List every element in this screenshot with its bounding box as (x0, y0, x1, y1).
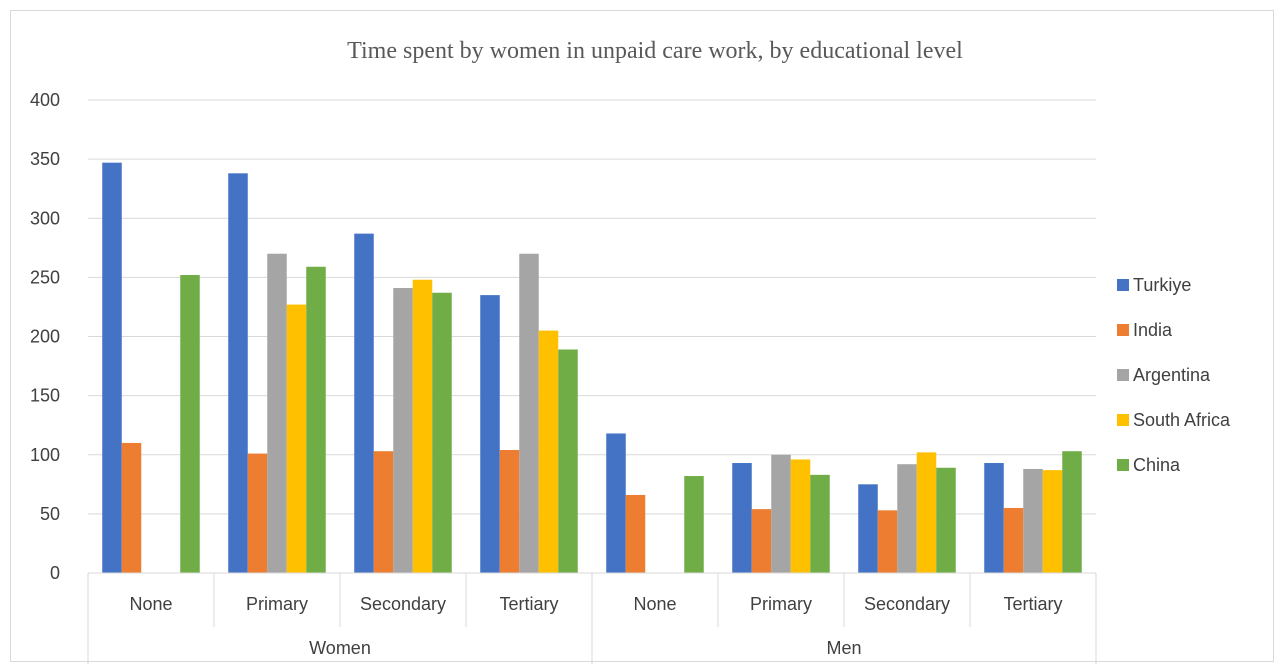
bar-india (247, 453, 268, 573)
x-tick-label: Primary (246, 594, 308, 614)
legend-label: Argentina (1133, 365, 1211, 385)
bar-china (1062, 451, 1082, 573)
bar-south-africa (286, 304, 307, 573)
y-tick-label: 300 (30, 208, 60, 228)
bar-turkiye (480, 295, 500, 573)
x-tick-label: None (633, 594, 676, 614)
y-tick-label: 150 (30, 386, 60, 406)
legend-swatch (1117, 279, 1129, 291)
bars (102, 162, 1082, 574)
bar-south-africa (790, 459, 811, 573)
bar-china (432, 292, 452, 573)
legend-swatch (1117, 459, 1129, 471)
bar-turkiye (984, 463, 1004, 573)
bar-turkiye (228, 173, 248, 573)
legend-label: China (1133, 455, 1181, 475)
x-axis: None Primary Secondary Tertiary None Primary S… (87, 572, 1097, 664)
y-tick-label: 200 (30, 327, 60, 347)
bar-india (625, 494, 646, 573)
x-group-label: Women (309, 638, 371, 658)
bar-argentina (519, 253, 539, 573)
bar-china (558, 349, 578, 573)
legend-label: India (1133, 320, 1173, 340)
bar-india (499, 450, 520, 573)
y-tick-label: 100 (30, 445, 60, 465)
legend: Turkiye India Argentina South Africa China (1117, 275, 1231, 475)
y-tick-label: 400 (30, 90, 60, 110)
bar-south-africa (412, 279, 433, 573)
legend-swatch (1117, 324, 1129, 336)
x-tick-label: Secondary (864, 594, 950, 614)
y-tick-label: 0 (50, 563, 60, 583)
bar-china (306, 266, 326, 573)
bar-china (180, 275, 200, 573)
y-tick-label: 350 (30, 149, 60, 169)
bar-india (1003, 507, 1024, 573)
legend-swatch (1117, 369, 1129, 381)
bar-turkiye (858, 484, 878, 573)
x-tick-label: None (129, 594, 172, 614)
y-tick-label: 250 (30, 267, 60, 287)
y-axis: 0 50 100 150 200 250 300 350 400 (30, 90, 60, 583)
x-tick-label: Tertiary (499, 594, 558, 614)
legend-label: South Africa (1133, 410, 1231, 430)
bar-argentina (1023, 468, 1043, 573)
legend-swatch (1117, 414, 1129, 426)
x-tick-label: Primary (750, 594, 812, 614)
bar-argentina (771, 454, 791, 573)
bar-south-africa (538, 330, 559, 573)
bar-turkiye (102, 162, 122, 574)
bar-turkiye (354, 233, 374, 573)
x-tick-label: Secondary (360, 594, 446, 614)
bar-china (810, 474, 830, 573)
bar-south-africa (916, 452, 937, 573)
bar-china (936, 467, 956, 573)
y-tick-label: 50 (40, 504, 60, 524)
bar-india (877, 510, 898, 573)
legend-label: Turkiye (1133, 275, 1191, 295)
x-group-label: Men (826, 638, 861, 658)
bar-china (684, 476, 704, 573)
chart-title: Time spent by women in unpaid care work,… (347, 38, 963, 64)
bar-argentina (267, 253, 287, 573)
bar-india (751, 509, 772, 573)
bar-argentina (393, 288, 413, 573)
bar-south-africa (1042, 470, 1063, 573)
bar-india (373, 451, 394, 573)
bar-turkiye (606, 433, 626, 573)
bar-india (121, 442, 142, 573)
bar-argentina (897, 464, 917, 573)
bar-turkiye (732, 463, 752, 573)
x-tick-label: Tertiary (1003, 594, 1062, 614)
